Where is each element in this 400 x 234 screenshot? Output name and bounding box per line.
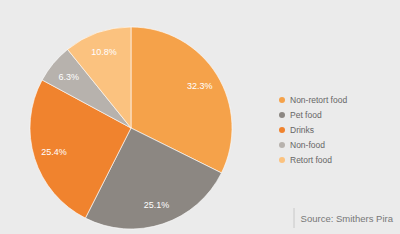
data-labels: 32.3% 25.1% 25.4% 6.3% 10.8% (41, 47, 212, 210)
legend-swatch (279, 112, 285, 118)
legend-item: Non-retort food (279, 95, 347, 105)
legend-swatch (279, 97, 285, 103)
source: Source: Smithers Pira (301, 213, 394, 224)
legend: Non-retort food Pet food Drinks Non-food Ret… (279, 95, 347, 165)
legend-label: Non-food (290, 140, 325, 150)
data-label: 25.4% (41, 147, 67, 157)
data-label: 32.3% (187, 81, 213, 91)
legend-swatch (279, 142, 285, 148)
legend-swatch (279, 127, 285, 133)
data-label: 10.8% (91, 47, 117, 57)
legend-item: Retort food (279, 155, 332, 165)
legend-label: Retort food (290, 155, 332, 165)
legend-item: Pet food (279, 110, 322, 120)
separator (294, 208, 295, 228)
data-label: 6.3% (59, 72, 80, 82)
legend-swatch (279, 157, 285, 163)
legend-item: Drinks (279, 125, 314, 135)
legend-label: Drinks (290, 125, 314, 135)
legend-label: Non-retort food (290, 95, 347, 105)
legend-item: Non-food (279, 140, 325, 150)
background (0, 0, 400, 234)
data-label: 25.1% (144, 200, 170, 210)
pie (30, 27, 232, 229)
chart: 32.3% 25.1% 25.4% 6.3% 10.8% Non-retort food P… (0, 0, 400, 234)
legend-label: Pet food (290, 110, 322, 120)
